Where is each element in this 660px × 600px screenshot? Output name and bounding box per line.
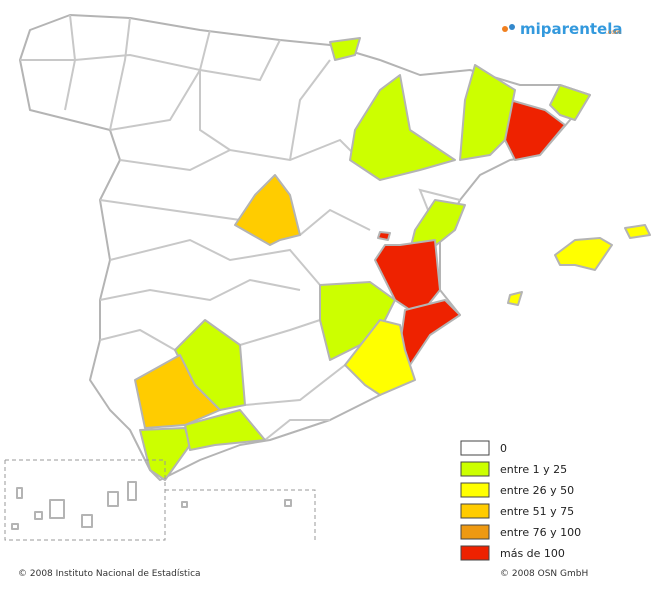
region-green [329, 37, 361, 61]
footer-right: © 2008 OSN GmbH [500, 569, 588, 579]
region-green [184, 409, 266, 451]
legend-label: entre 51 y 75 [500, 505, 574, 518]
legend-label: más de 100 [500, 547, 565, 560]
region-green [549, 84, 591, 121]
legend-swatch [460, 503, 490, 519]
region-orange [134, 354, 221, 429]
logo-name: miparentela [520, 20, 623, 38]
logo-suffix: .com [606, 29, 621, 36]
legend-label: entre 1 y 25 [500, 463, 567, 476]
legend-label: entre 26 y 50 [500, 484, 574, 497]
legend-label: 0 [500, 442, 507, 455]
inset-boxes [4, 459, 316, 541]
region-orange [234, 174, 301, 246]
islands [11, 481, 292, 530]
footer-left: © 2008 Instituto Nacional de Estadística [18, 569, 201, 579]
province-borders [20, 14, 461, 441]
region-yellow [624, 224, 651, 239]
region-green [139, 427, 191, 481]
region-red [377, 231, 391, 241]
legend-swatch [460, 461, 490, 477]
region-green [349, 74, 456, 181]
region-red [399, 299, 461, 366]
region-yellow [344, 319, 416, 396]
legend: 0 entre 1 y 25 entre 26 y 50 entre 51 y 75 e… [460, 440, 581, 561]
region-yellow [507, 291, 523, 306]
logo: miparentela .com [502, 20, 623, 38]
legend-swatch [460, 545, 490, 561]
region-yellow [554, 237, 613, 271]
legend-label: entre 76 y 100 [500, 526, 581, 539]
legend-swatch [460, 482, 490, 498]
legend-swatch [460, 440, 490, 456]
legend-swatch [460, 524, 490, 540]
region-green [459, 64, 516, 161]
